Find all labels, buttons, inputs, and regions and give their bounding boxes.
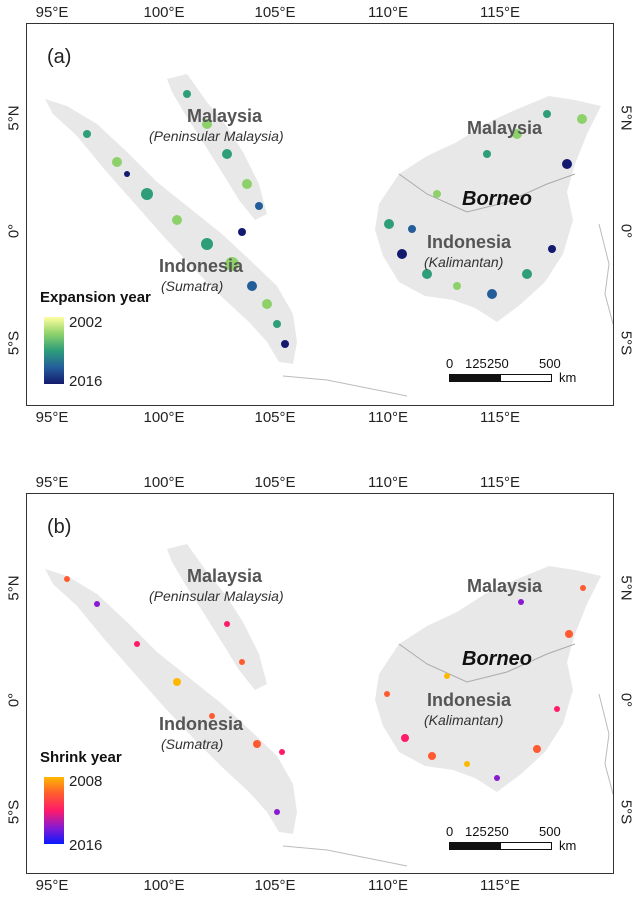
peninsular-malaysia-landmass (167, 544, 267, 690)
scale-label: 0 (446, 356, 454, 371)
legend-top-value: 2002 (69, 314, 103, 331)
label-malaysia-borneo: Malaysia (467, 118, 543, 138)
panel-label: (b) (47, 516, 72, 538)
scale-label: 125 (465, 356, 487, 371)
scale-label: 250 (487, 824, 509, 839)
legend-title: Shrink year (40, 749, 122, 766)
legend-title: Expansion year (40, 289, 151, 306)
lat-tick-left: 5°N (5, 575, 23, 601)
lon-tick-bottom: 95°E (35, 409, 69, 426)
label-borneo: Borneo (462, 188, 532, 210)
lon-tick-top: 95°E (35, 4, 69, 21)
lat-tick-right: 5°S (617, 799, 635, 825)
lon-tick-bottom: 115°E (480, 877, 520, 894)
label-indonesia-sumatra: Indonesia (159, 714, 244, 734)
label-kalimantan: (Kalimantan) (424, 254, 504, 270)
map-canvas-a (45, 74, 613, 397)
label-sumatra: (Sumatra) (161, 278, 224, 294)
shrink-patches (64, 576, 586, 815)
lat-tick-left: 5°S (5, 330, 23, 356)
scale-label: 250 (487, 356, 509, 371)
legend-top-value: 2008 (69, 773, 103, 790)
legend-bottom-value: 2016 (69, 373, 103, 390)
lon-tick-bottom: 110°E (368, 409, 408, 426)
lat-tick-right: 0° (617, 223, 635, 239)
scale-label: 500 (539, 824, 561, 839)
scale-label: 500 (539, 356, 561, 371)
lon-tick-top: 105°E (254, 4, 296, 21)
lon-tick-top: 115°E (480, 4, 520, 21)
label-malaysia-borneo: Malaysia (467, 576, 543, 596)
legend-colorbar (44, 317, 64, 384)
expansion-patches (83, 90, 587, 348)
scale-bar-light (500, 842, 552, 850)
label-malaysia-peninsular: Malaysia (187, 566, 263, 586)
scale-bar-dark (449, 842, 501, 850)
label-indonesia-kalimantan: Indonesia (427, 690, 512, 710)
scale-label: 125 (465, 824, 487, 839)
legend-bottom-value: 2016 (69, 837, 103, 854)
label-malaysia-peninsular: Malaysia (187, 106, 263, 126)
scale-bar-dark (449, 374, 501, 382)
lon-tick-top: 115°E (480, 474, 520, 491)
label-indonesia-sumatra: Indonesia (159, 256, 244, 276)
scale-bar-light (500, 374, 552, 382)
lat-tick-right: 5°N (617, 575, 635, 601)
lat-tick-right: 5°N (617, 105, 635, 131)
legend-colorbar (44, 777, 64, 844)
sumatra-landmass (45, 99, 297, 364)
label-indonesia-kalimantan: Indonesia (427, 232, 512, 252)
lat-tick-left: 5°N (5, 105, 23, 131)
lat-tick-right: 0° (617, 692, 635, 708)
lat-tick-right: 5°S (617, 330, 635, 356)
lon-tick-bottom: 95°E (35, 877, 69, 894)
lon-tick-bottom: 100°E (143, 877, 185, 894)
scale-unit: km (559, 370, 577, 385)
label-peninsular-malaysia: (Peninsular Malaysia) (149, 588, 284, 604)
sumatra-landmass (45, 569, 297, 834)
lon-tick-bottom: 115°E (480, 409, 520, 426)
borneo-landmass (375, 566, 601, 792)
lon-tick-top: 110°E (368, 474, 408, 491)
map-frame-b: (b) Malaysia (Peninsular Malaysia) Malay… (26, 493, 614, 874)
lon-tick-bottom: 100°E (143, 409, 185, 426)
lon-tick-bottom: 105°E (254, 409, 296, 426)
lon-tick-top: 100°E (143, 474, 185, 491)
map-frame-a: (a) Malaysia (Peninsular Malaysia) Malay… (26, 23, 614, 406)
lon-tick-top: 95°E (35, 474, 69, 491)
lon-tick-top: 105°E (254, 474, 296, 491)
peninsular-malaysia-landmass (167, 74, 267, 220)
label-sumatra: (Sumatra) (161, 736, 224, 752)
lon-tick-bottom: 110°E (368, 877, 408, 894)
borneo-landmass (375, 96, 601, 322)
lon-tick-bottom: 105°E (254, 877, 296, 894)
lat-tick-left: 5°S (5, 799, 23, 825)
label-borneo: Borneo (462, 648, 532, 670)
scale-unit: km (559, 838, 577, 853)
label-kalimantan: (Kalimantan) (424, 712, 504, 728)
lon-tick-top: 110°E (368, 4, 408, 21)
map-canvas-b (45, 544, 613, 867)
lon-tick-top: 100°E (143, 4, 185, 21)
label-peninsular-malaysia: (Peninsular Malaysia) (149, 128, 284, 144)
scale-label: 0 (446, 824, 454, 839)
panel-label: (a) (47, 46, 72, 68)
lat-tick-left: 0° (5, 223, 23, 239)
lat-tick-left: 0° (5, 692, 23, 708)
